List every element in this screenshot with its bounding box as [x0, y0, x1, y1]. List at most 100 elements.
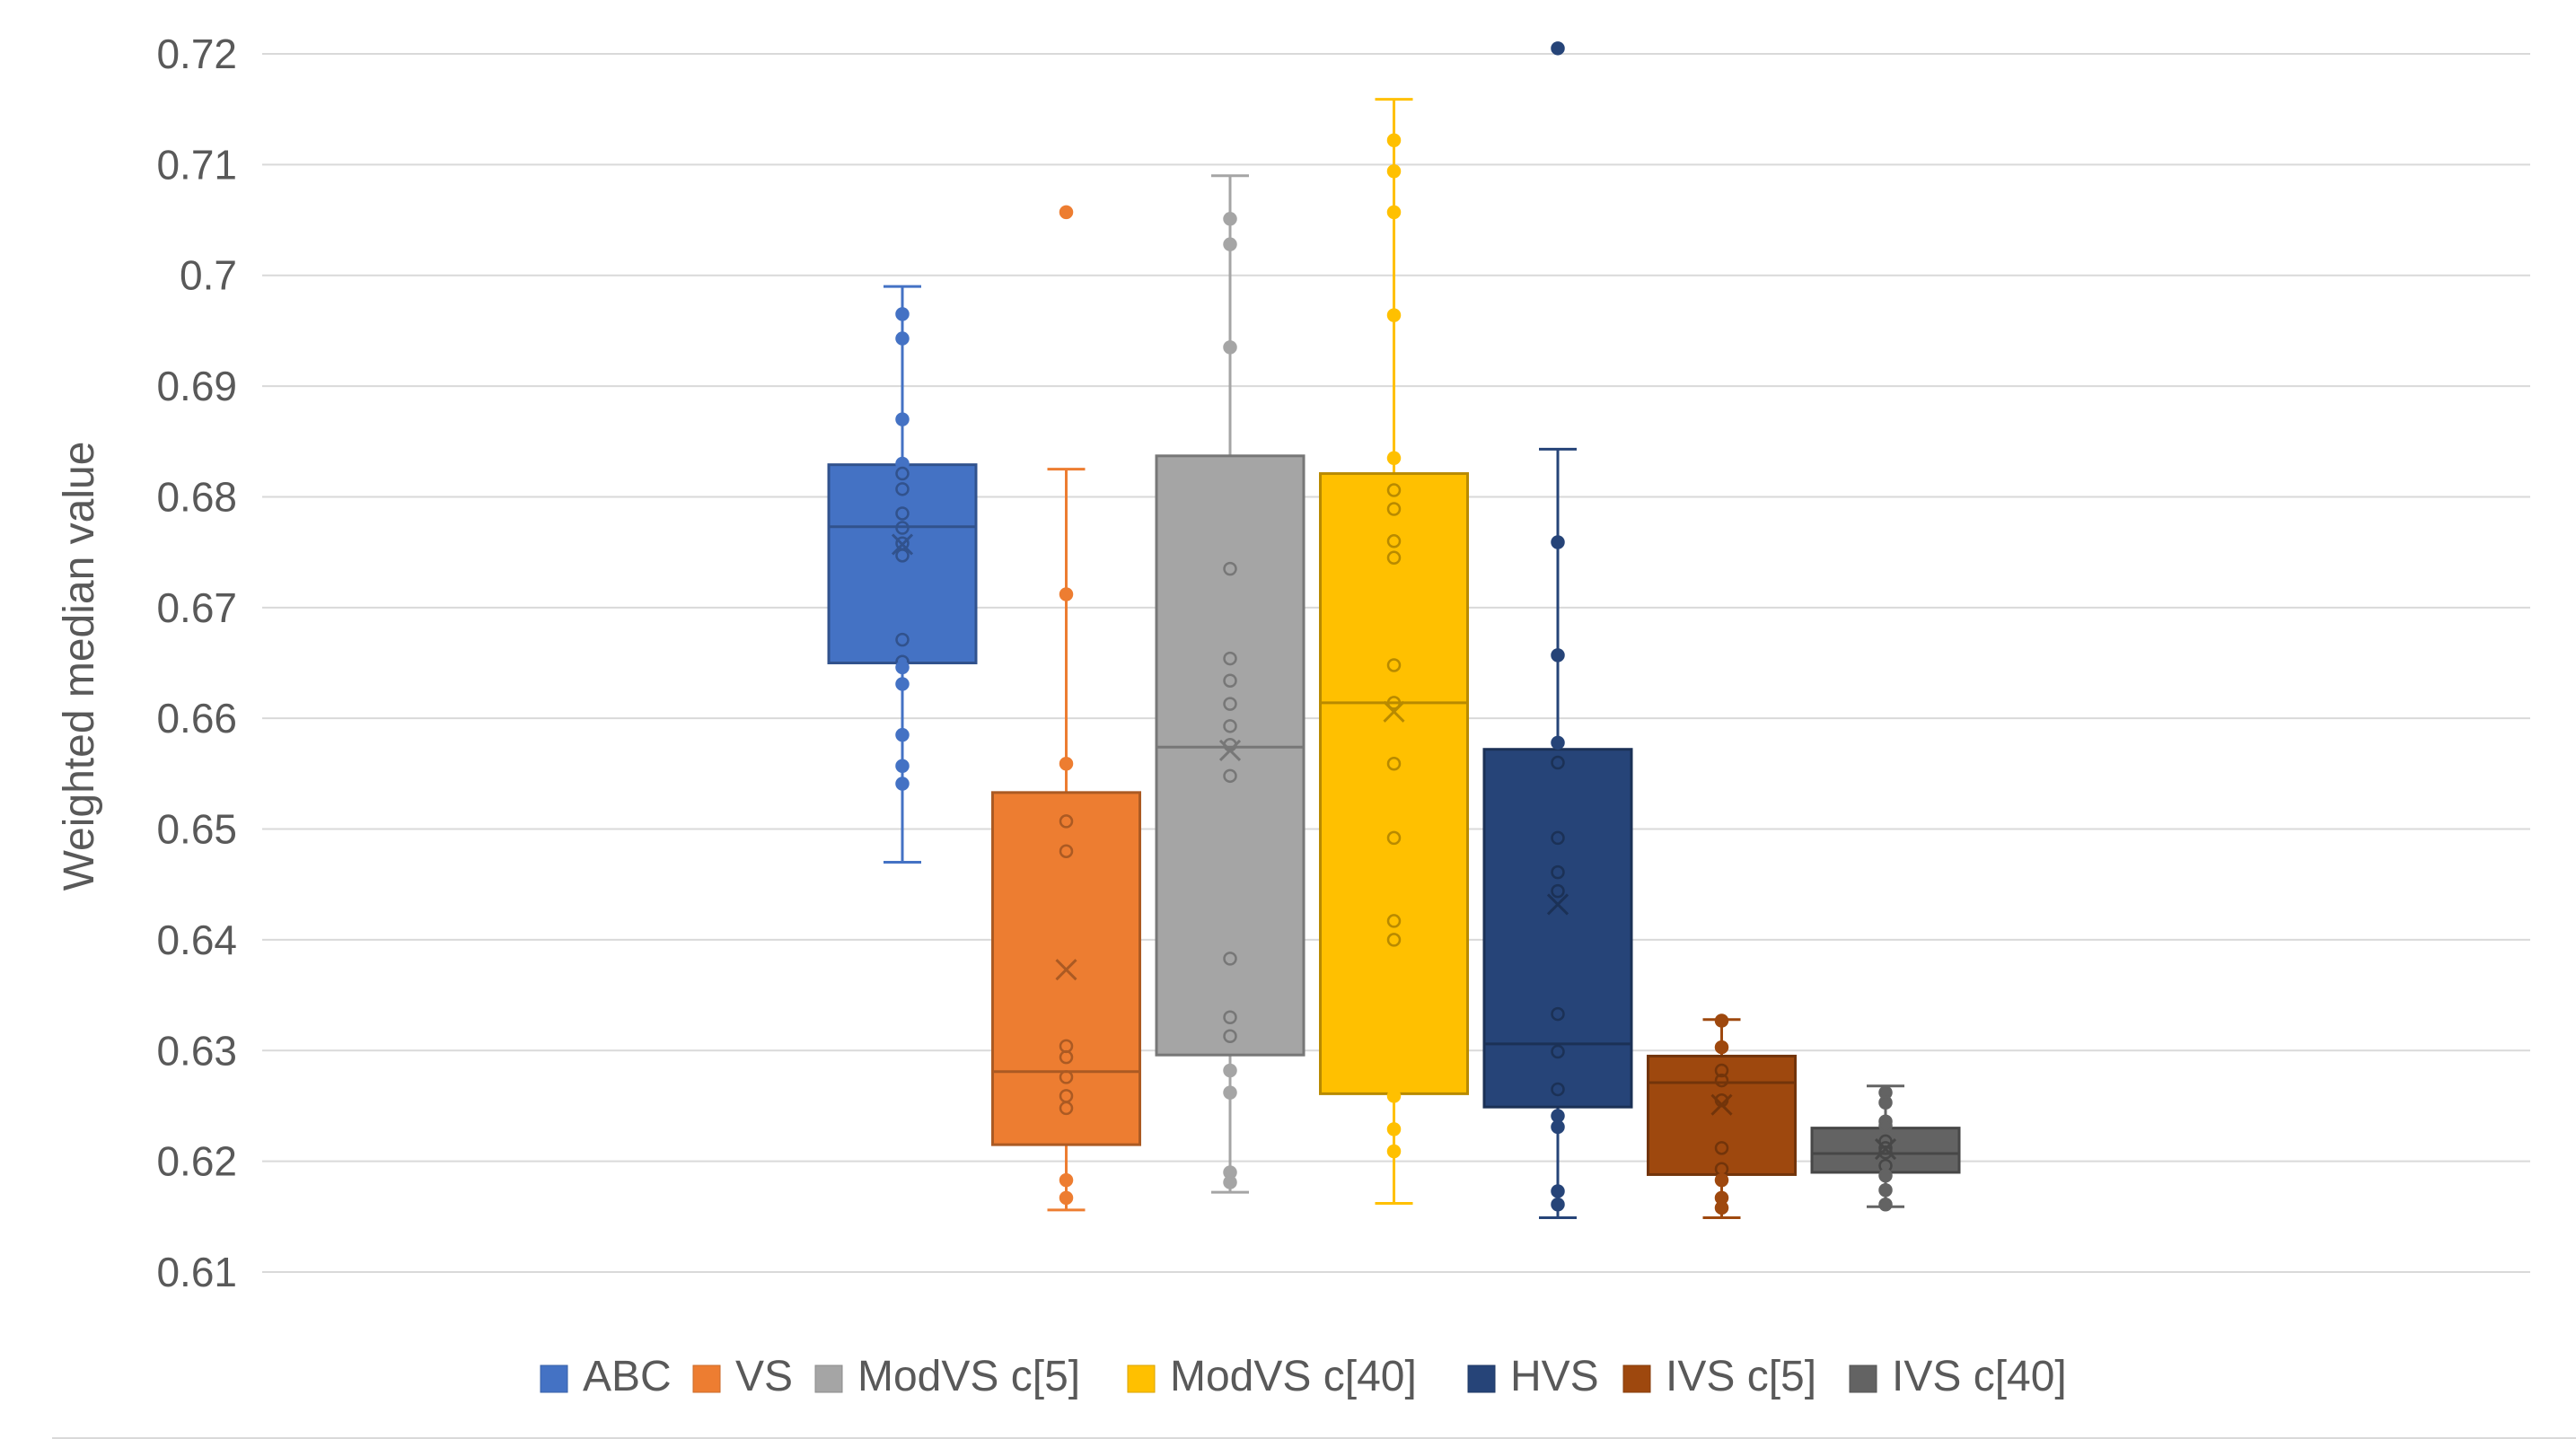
data-point-modvs-c-5-10: [1223, 952, 1237, 966]
data-point-modvs-c-5-11: [1223, 1010, 1237, 1025]
data-point-abc-15: [895, 759, 910, 773]
data-point-ivs-c-5-1: [1714, 1040, 1729, 1055]
data-point-ivs-c-40-1: [1878, 1095, 1893, 1110]
data-point-ivs-c-40-5: [1878, 1141, 1893, 1155]
y-tick-label-0: 0.61: [156, 1249, 237, 1295]
data-point-modvs-c-5-4: [1223, 651, 1237, 666]
box-body-modvs-c-5: [1155, 454, 1306, 1057]
data-point-vs-4: [1059, 844, 1074, 858]
data-point-hvs-11: [1551, 1109, 1565, 1123]
data-point-modvs-c-40-17: [1386, 1144, 1402, 1159]
data-point-ivs-c-40-8: [1878, 1168, 1893, 1183]
data-point-modvs-c-5-14: [1223, 1085, 1237, 1100]
data-point-abc-10: [895, 632, 910, 647]
box-body-hvs: [1482, 748, 1633, 1109]
data-point-hvs-2: [1551, 648, 1565, 662]
data-point-hvs-6: [1551, 864, 1565, 880]
data-point-hvs-12: [1551, 1119, 1565, 1135]
box-modvs-c-5: [1155, 174, 1306, 1194]
data-point-modvs-c-5-6: [1223, 697, 1237, 711]
data-point-modvs-c-5-12: [1223, 1029, 1237, 1043]
data-point-modvs-c-5-3: [1223, 561, 1237, 576]
data-point-abc-9: [895, 548, 910, 563]
data-point-ivs-c-40-3: [1878, 1119, 1893, 1133]
data-point-ivs-c-5-0: [1714, 1013, 1729, 1028]
data-point-ivs-c-40-10: [1878, 1197, 1893, 1212]
y-axis-title: Weighted median value: [56, 442, 103, 891]
data-point-modvs-c-5-0: [1223, 212, 1237, 226]
data-point-vs-6: [1059, 1049, 1074, 1065]
data-point-hvs-0: [1551, 41, 1565, 56]
data-point-hvs-13: [1551, 1184, 1565, 1198]
box-hvs: [1482, 41, 1633, 1220]
box-modvs-c-40: [1319, 98, 1469, 1206]
legend-label-modvs-c-40: ModVS c[40]: [1170, 1353, 1417, 1400]
y-tick-label-11: 0.72: [156, 31, 237, 77]
data-point-abc-7: [895, 521, 910, 535]
y-tick-label-10: 0.71: [156, 141, 237, 188]
data-point-modvs-c-40-8: [1386, 550, 1402, 566]
legend-swatch-modvs-c-5: [814, 1364, 843, 1393]
legend-swatch-ivs-c-5: [1622, 1364, 1651, 1393]
data-point-modvs-c-40-0: [1386, 133, 1402, 147]
data-point-abc-14: [895, 727, 910, 742]
mean-marker-b-modvs-c-40: [1383, 700, 1405, 723]
data-point-vs-1: [1059, 587, 1074, 601]
data-point-hvs-14: [1551, 1197, 1565, 1212]
y-tick-label-6: 0.67: [156, 584, 237, 631]
data-point-hvs-7: [1551, 883, 1565, 899]
data-point-abc-13: [895, 677, 910, 691]
data-point-vs-10: [1059, 1172, 1074, 1188]
legend: ABC VS ModVS c[5] ModVS c[40] HVS IVS c[5] IVS…: [540, 1353, 2067, 1400]
y-tick-label-7: 0.68: [156, 473, 237, 520]
y-tick-label-4: 0.65: [156, 806, 237, 853]
mean-marker-b-ivs-c-40: [1874, 1138, 1897, 1161]
y-tick-label-1: 0.62: [156, 1138, 237, 1185]
data-point-modvs-c-5-7: [1223, 719, 1237, 733]
data-point-modvs-c-40-3: [1386, 308, 1402, 322]
y-tick-label-9: 0.7: [180, 252, 237, 299]
data-point-ivs-c-5-9: [1714, 1200, 1729, 1215]
legend-swatch-ivs-c-40: [1849, 1364, 1877, 1393]
data-point-vs-11: [1059, 1190, 1074, 1206]
data-point-modvs-c-40-6: [1386, 502, 1402, 516]
data-point-vs-2: [1059, 757, 1074, 771]
y-tick-label-8: 0.69: [156, 363, 237, 409]
y-tick-label-5: 0.66: [156, 695, 237, 741]
data-point-modvs-c-40-1: [1386, 164, 1402, 179]
legend-label-vs: VS: [735, 1353, 793, 1400]
data-point-ivs-c-40-9: [1878, 1182, 1893, 1198]
y-tick-label-3: 0.64: [156, 917, 237, 963]
data-point-abc-2: [895, 412, 910, 426]
box-ivs-c-5: [1647, 1013, 1797, 1220]
data-point-hvs-4: [1551, 755, 1565, 770]
legend-label-ivs-c-40: IVS c[40]: [1892, 1353, 2067, 1400]
legend-label-abc: ABC: [583, 1353, 672, 1400]
box-series-group: [827, 41, 1961, 1220]
data-point-modvs-c-40-16: [1386, 1122, 1402, 1136]
data-point-abc-12: [895, 660, 910, 675]
data-point-modvs-c-40-7: [1386, 534, 1402, 548]
data-point-modvs-c-5-1: [1223, 237, 1237, 251]
legend-label-modvs-c-5: ModVS c[5]: [857, 1353, 1080, 1400]
data-point-ivs-c-5-5: [1714, 1141, 1729, 1155]
legend-label-hvs: HVS: [1510, 1353, 1599, 1400]
data-point-modvs-c-40-4: [1386, 451, 1402, 466]
y-tick-label-2: 0.63: [156, 1027, 237, 1074]
legend-swatch-hvs: [1467, 1364, 1496, 1393]
data-point-modvs-c-5-9: [1223, 768, 1237, 784]
data-point-hvs-10: [1551, 1082, 1565, 1097]
mean-marker-b-modvs-c-5: [1218, 739, 1242, 762]
legend-label-ivs-c-5: IVS c[5]: [1666, 1353, 1816, 1400]
data-point-abc-4: [895, 466, 910, 481]
mean-marker-b-abc: [891, 533, 914, 556]
data-point-abc-3: [895, 456, 910, 471]
data-point-vs-3: [1059, 814, 1074, 829]
data-point-modvs-c-40-12: [1386, 830, 1402, 846]
data-point-modvs-c-40-9: [1386, 658, 1402, 672]
mean-marker-b-hvs: [1546, 893, 1569, 916]
data-point-vs-7: [1059, 1070, 1074, 1084]
data-point-hvs-8: [1551, 1006, 1565, 1022]
data-point-modvs-c-40-5: [1386, 483, 1402, 497]
